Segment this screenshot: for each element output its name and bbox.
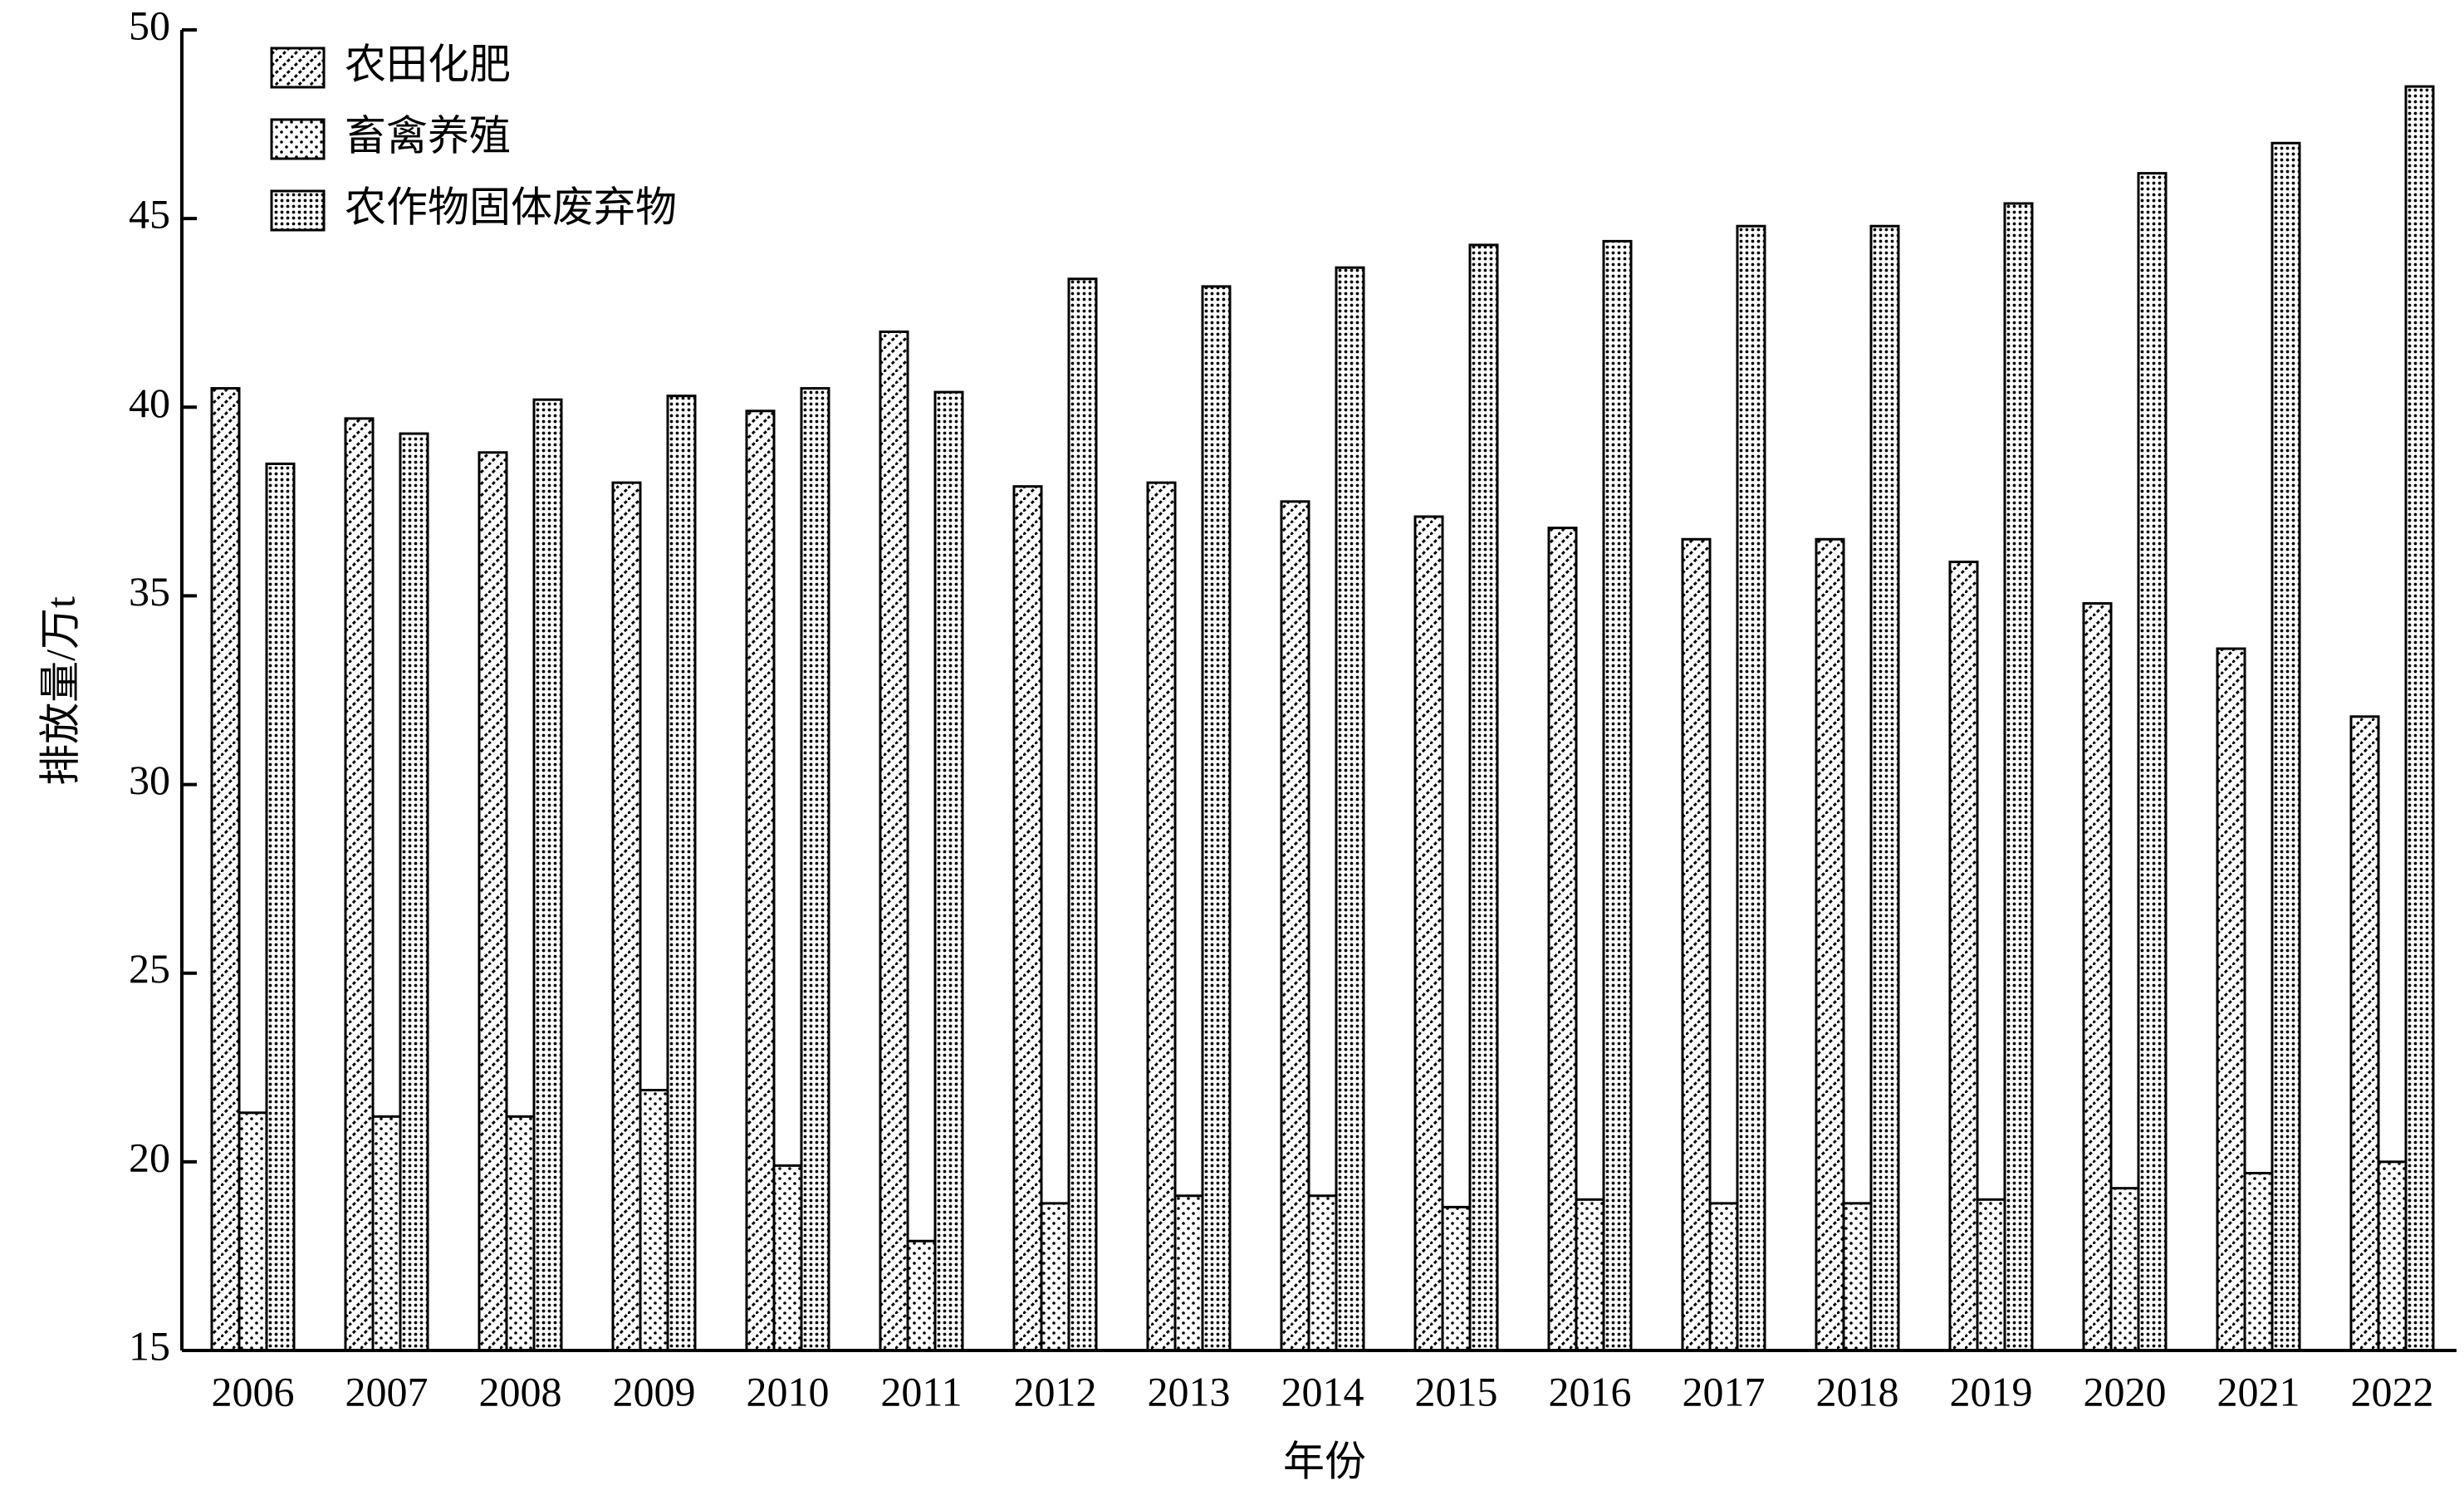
bar <box>639 1089 669 1352</box>
bar <box>2243 1171 2274 1352</box>
y-tick-label: 25 <box>129 945 170 992</box>
bar <box>2349 715 2380 1352</box>
x-tick-label: 2012 <box>1014 1368 1097 1414</box>
bar <box>210 387 241 1352</box>
bar <box>2377 1160 2408 1352</box>
bar <box>1012 485 1043 1352</box>
bar <box>1441 1205 1472 1352</box>
x-tick-label: 2011 <box>880 1368 962 1414</box>
x-tick-label: 2019 <box>1950 1368 2033 1414</box>
x-tick-label: 2006 <box>212 1368 295 1414</box>
bar <box>1547 527 1578 1352</box>
x-tick-label: 2022 <box>2351 1368 2434 1414</box>
x-tick-label: 2021 <box>2217 1368 2300 1414</box>
x-tick-label: 2018 <box>1816 1368 1899 1414</box>
bar <box>800 387 830 1352</box>
bar <box>371 1115 402 1352</box>
bar <box>505 1115 536 1352</box>
bar <box>478 451 508 1352</box>
bar <box>344 417 375 1352</box>
x-tick-label: 2009 <box>613 1368 696 1414</box>
y-tick-label: 40 <box>129 380 170 426</box>
legend-label: 畜禽养殖 <box>345 112 511 159</box>
bar <box>933 390 964 1352</box>
bar <box>265 462 296 1352</box>
legend-label: 农田化肥 <box>345 41 511 87</box>
bar <box>1201 285 1232 1352</box>
bar <box>1948 561 1979 1352</box>
bar <box>1681 537 1712 1352</box>
bar <box>1413 515 1444 1352</box>
x-tick-label: 2007 <box>345 1368 429 1414</box>
bar <box>745 409 776 1352</box>
bar <box>2271 141 2301 1352</box>
bar <box>666 395 697 1352</box>
bar <box>2003 202 2034 1352</box>
bar <box>1869 224 1900 1352</box>
x-tick-label: 2020 <box>2084 1368 2167 1414</box>
bar <box>1067 277 1098 1352</box>
bar <box>1040 1202 1070 1352</box>
bar <box>1976 1198 2006 1352</box>
bar <box>532 398 563 1352</box>
y-tick-label: 15 <box>129 1322 170 1369</box>
y-tick-label: 35 <box>129 568 170 615</box>
x-tick-label: 2014 <box>1281 1368 1364 1414</box>
x-axis-label: 年份 <box>1283 1438 1366 1484</box>
bar <box>1815 537 1845 1352</box>
bar <box>611 481 642 1352</box>
bar <box>1335 266 1365 1352</box>
y-tick-label: 20 <box>129 1134 170 1180</box>
legend-label: 农作物固体废弃物 <box>345 184 677 230</box>
y-tick-label: 45 <box>129 191 170 238</box>
legend-swatch <box>270 47 326 89</box>
bar <box>879 330 909 1352</box>
bar <box>399 432 429 1352</box>
bar <box>2404 85 2435 1352</box>
bar <box>2109 1187 2140 1352</box>
bar <box>2082 602 2113 1352</box>
bar <box>1146 481 1177 1352</box>
y-tick-label: 50 <box>129 2 170 48</box>
x-tick-label: 2016 <box>1549 1368 1632 1414</box>
y-tick-label: 30 <box>129 757 170 803</box>
bar <box>1602 239 1633 1352</box>
bar <box>1736 224 1766 1352</box>
bar <box>238 1111 268 1352</box>
x-tick-label: 2008 <box>479 1368 562 1414</box>
legend-swatch <box>270 189 326 232</box>
bar <box>1468 243 1499 1352</box>
bar <box>1280 500 1310 1352</box>
x-tick-label: 2010 <box>747 1368 830 1414</box>
x-tick-label: 2013 <box>1148 1368 1231 1414</box>
bar <box>2216 647 2246 1352</box>
bar <box>1708 1202 1739 1352</box>
x-tick-label: 2015 <box>1415 1368 1498 1414</box>
bar <box>772 1164 803 1352</box>
x-tick-label: 2017 <box>1683 1368 1766 1414</box>
bar <box>1575 1198 1605 1352</box>
bar <box>906 1239 937 1352</box>
y-axis-label: 排放量/万t <box>37 596 83 786</box>
bar <box>1173 1194 1204 1352</box>
legend-swatch <box>270 118 326 160</box>
bar <box>2137 172 2168 1352</box>
bar <box>1307 1194 1338 1352</box>
bar <box>1842 1202 1873 1352</box>
